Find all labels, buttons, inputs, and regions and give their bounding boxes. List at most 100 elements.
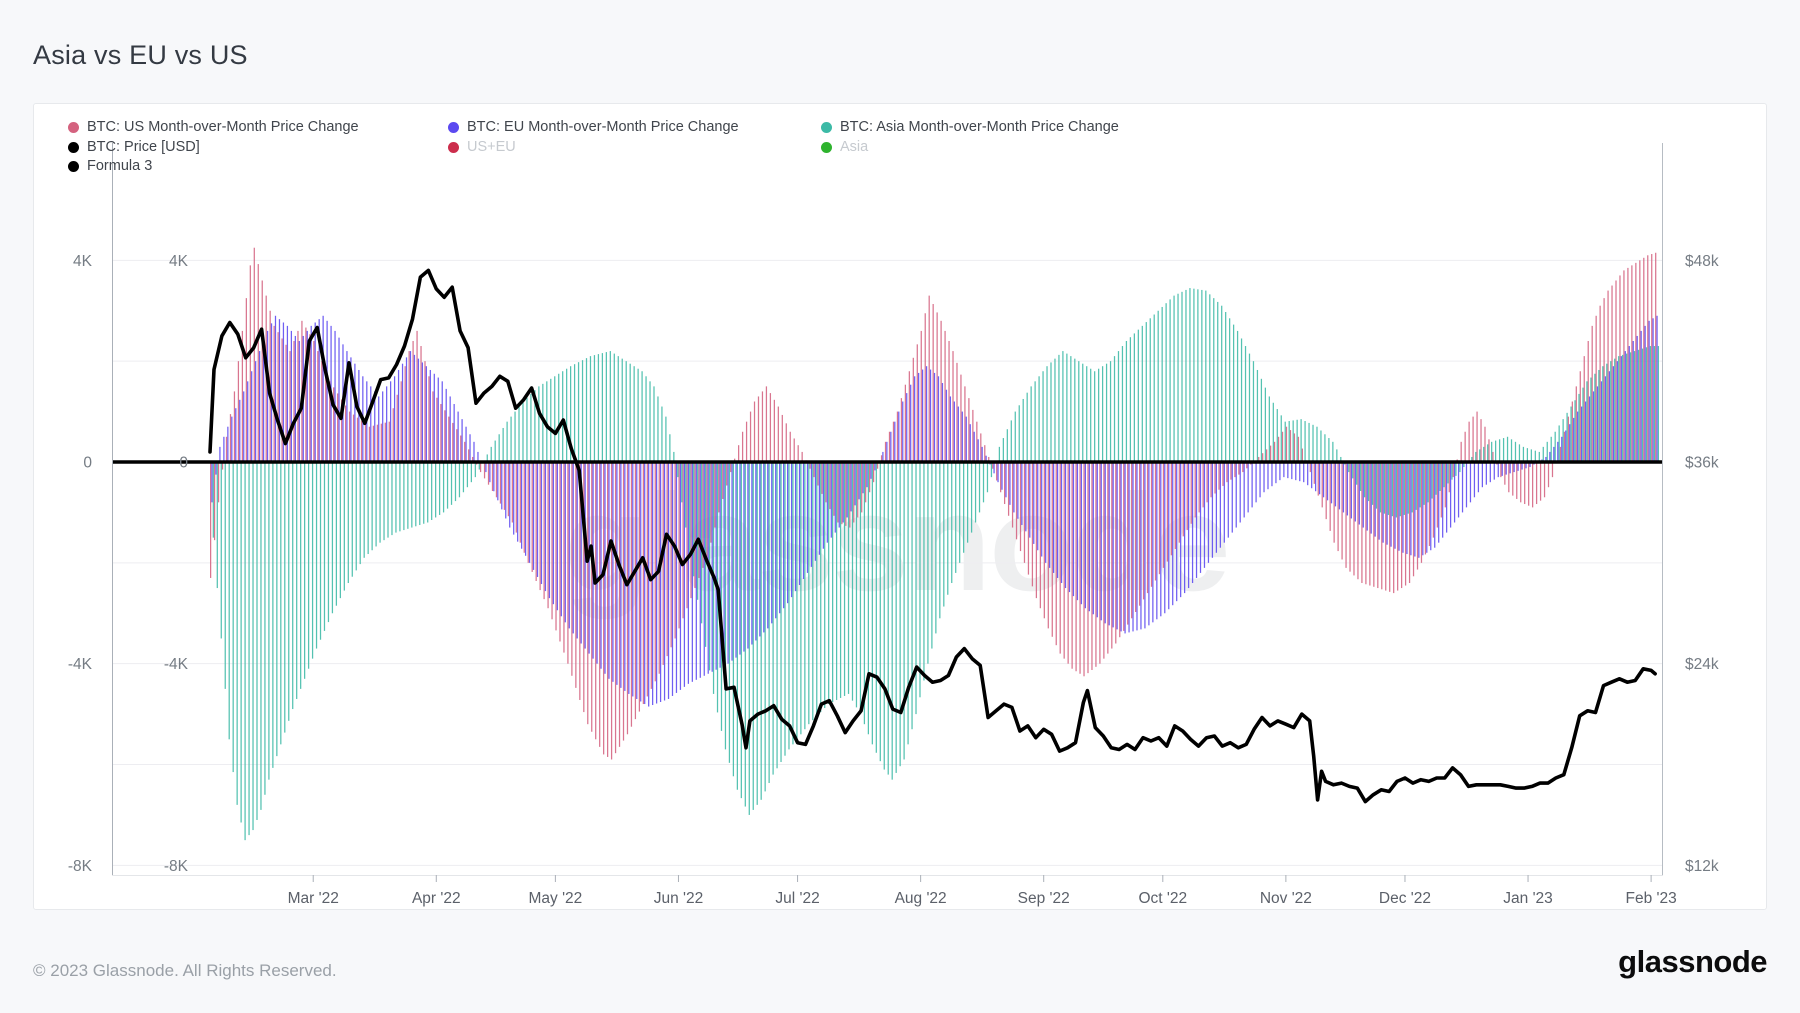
- bar: [898, 411, 900, 462]
- bar: [818, 462, 821, 555]
- bar: [790, 462, 793, 598]
- bar: [890, 431, 892, 462]
- bar: [1116, 462, 1118, 630]
- bar: [1238, 462, 1240, 475]
- bar: [690, 462, 692, 599]
- bar: [883, 462, 885, 770]
- bar: [1203, 462, 1206, 568]
- bar: [1090, 368, 1092, 462]
- bar: [982, 462, 985, 503]
- legend-swatch-icon: [68, 141, 79, 153]
- bar: [386, 386, 388, 462]
- bar: [1635, 262, 1637, 462]
- bar: [431, 462, 433, 520]
- bar: [753, 401, 756, 462]
- bar: [1132, 462, 1134, 632]
- bar: [1600, 381, 1603, 462]
- bar: [648, 462, 650, 707]
- bar: [1607, 290, 1609, 462]
- bar: [1489, 462, 1491, 483]
- bar: [236, 462, 238, 805]
- bar: [927, 462, 929, 664]
- bar: [703, 462, 705, 676]
- bar: [1283, 462, 1285, 478]
- bar: [1087, 462, 1089, 674]
- bar: [722, 462, 724, 499]
- bar: [403, 462, 405, 531]
- bar: [744, 462, 746, 807]
- bar: [1034, 381, 1036, 462]
- bar: [1644, 325, 1646, 462]
- bar: [1443, 462, 1445, 488]
- bar: [1243, 462, 1245, 518]
- bar: [577, 362, 580, 462]
- bar: [300, 462, 302, 689]
- legend-item-3[interactable]: BTC: Price [USD]: [68, 138, 448, 157]
- bar: [1619, 275, 1621, 462]
- bar: [391, 462, 393, 536]
- bar: [949, 396, 952, 462]
- bar: [468, 449, 470, 462]
- legend-item-1[interactable]: BTC: EU Month-over-Month Price Change: [448, 118, 821, 137]
- bar: [1307, 462, 1309, 486]
- bar: [543, 462, 545, 600]
- bar: [1127, 462, 1129, 625]
- bar: [854, 462, 856, 506]
- bar: [1047, 462, 1049, 629]
- bar: [1201, 289, 1203, 462]
- bar: [521, 462, 523, 549]
- bar: [343, 462, 345, 591]
- bar: [1357, 462, 1359, 580]
- bar: [767, 462, 769, 629]
- bar: [458, 462, 461, 498]
- x-axis-label: Jan '23: [1503, 890, 1553, 907]
- y-axis-left-label: -4K: [164, 656, 189, 673]
- bar: [1633, 351, 1636, 462]
- legend-item-2[interactable]: BTC: Asia Month-over-Month Price Change: [821, 118, 1119, 137]
- chart-plot-area[interactable]: 4K 0 -4K -8K 4K 0 -4K -8K $48k $36k $24k $12k Mar '2…: [68, 143, 1719, 907]
- bar: [617, 356, 619, 462]
- bar: [918, 372, 920, 462]
- bar: [1452, 462, 1454, 478]
- bar: [1023, 462, 1026, 563]
- bar: [1050, 362, 1052, 462]
- bar: [388, 421, 390, 462]
- bar: [257, 264, 259, 462]
- bar: [1414, 462, 1416, 557]
- bar: [1184, 462, 1186, 594]
- bar: [1636, 335, 1638, 462]
- bar: [243, 391, 245, 462]
- legend-item-0[interactable]: BTC: US Month-over-Month Price Change: [68, 118, 448, 137]
- bar: [735, 462, 737, 658]
- bar: [256, 462, 258, 820]
- bar: [727, 462, 729, 664]
- bar: [894, 421, 896, 462]
- bar: [1428, 462, 1431, 547]
- bar: [667, 462, 670, 699]
- legend-item-4[interactable]: US+EU: [448, 138, 821, 157]
- bar: [731, 462, 733, 661]
- bar: [293, 340, 295, 462]
- bar: [1269, 445, 1272, 462]
- bar: [1071, 462, 1073, 669]
- bar: [1231, 462, 1233, 533]
- legend-item-5[interactable]: Asia: [821, 138, 1119, 157]
- bar: [1465, 462, 1468, 508]
- bar: [1596, 386, 1599, 462]
- bar: [1412, 462, 1415, 577]
- bar: [1565, 430, 1567, 462]
- bar: [1390, 462, 1392, 547]
- bar: [1321, 462, 1323, 508]
- bar: [268, 462, 270, 780]
- bar: [1549, 451, 1551, 462]
- bar: [993, 462, 995, 474]
- legend-item-6[interactable]: Formula 3: [68, 157, 448, 176]
- bar: [1287, 462, 1289, 479]
- x-axis-label: Mar '22: [288, 890, 339, 907]
- bar: [1627, 267, 1629, 462]
- bar: [593, 355, 596, 462]
- legend-label: BTC: Asia Month-over-Month Price Change: [840, 119, 1119, 136]
- bar: [1419, 462, 1421, 508]
- bar: [1528, 462, 1530, 506]
- bar: [1150, 462, 1153, 587]
